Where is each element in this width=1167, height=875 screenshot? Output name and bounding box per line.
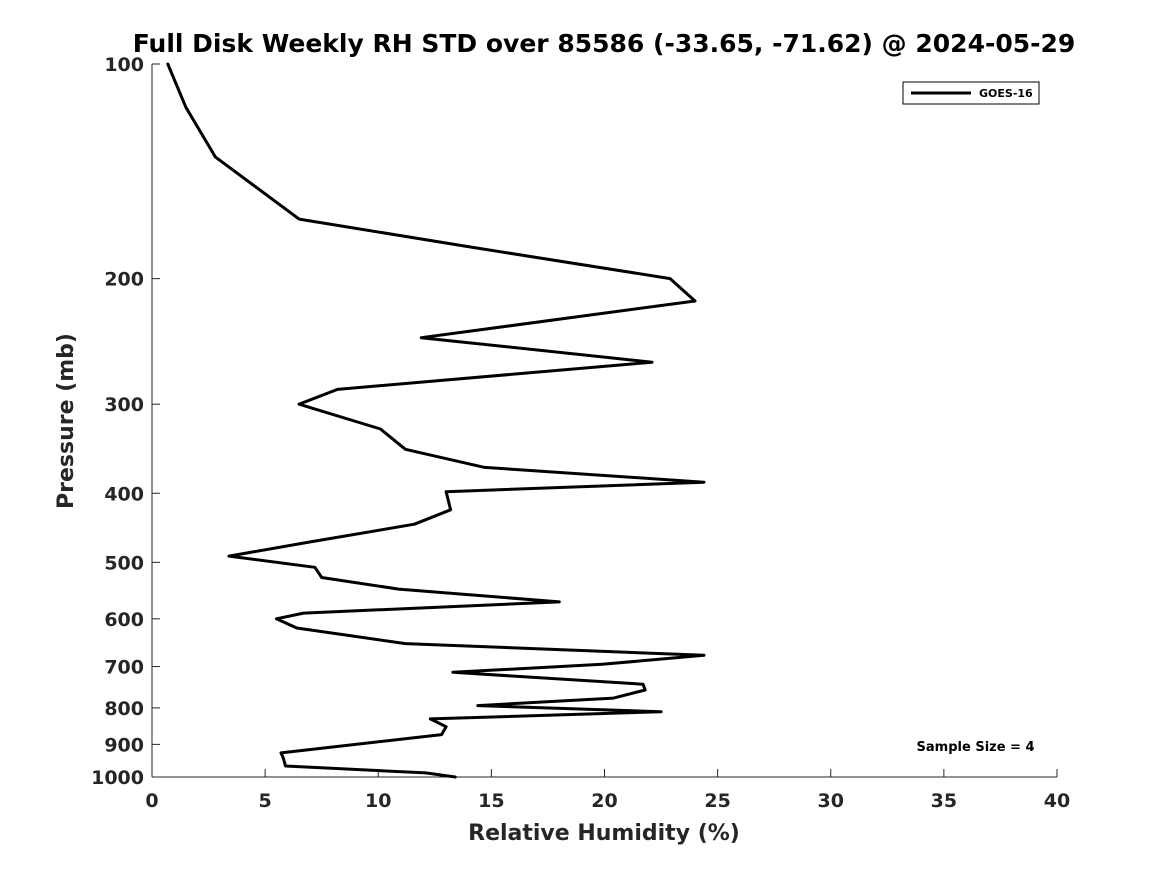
data-point	[295, 626, 298, 630]
x-axis-label: Relative Humidity (%)	[468, 821, 740, 846]
data-point	[413, 523, 416, 526]
data-point	[429, 717, 432, 721]
x-tick-label: 30	[818, 790, 844, 812]
data-point	[702, 654, 706, 657]
x-tick-label: 0	[145, 790, 158, 812]
data-point	[668, 277, 672, 280]
legend: GOES-16	[902, 81, 1040, 105]
data-point	[444, 725, 448, 728]
y-axis-label: Pressure (mb)	[54, 333, 79, 509]
data-point	[379, 427, 382, 431]
data-point	[444, 490, 448, 493]
data-point	[476, 704, 479, 707]
chart-title: Full Disk Weekly RH STD over 85586 (-33.…	[133, 29, 1076, 58]
data-point	[320, 576, 323, 579]
data-point	[214, 155, 217, 159]
data-point	[612, 696, 615, 700]
data-point	[336, 388, 339, 391]
data-point	[284, 764, 287, 768]
data-point	[451, 671, 455, 674]
data-point	[404, 448, 407, 451]
series-line-goes-16	[166, 62, 706, 779]
data-point	[463, 244, 466, 248]
data-point	[309, 540, 312, 544]
y-tick-label: 600	[104, 609, 144, 631]
x-tick-label: 35	[931, 790, 957, 812]
data-point	[297, 403, 301, 406]
y-tick-label: 300	[104, 394, 144, 416]
data-point	[166, 62, 169, 66]
data-point	[227, 554, 231, 558]
y-tick-label: 500	[104, 552, 144, 574]
x-tick-label: 40	[1044, 790, 1070, 812]
data-point	[483, 466, 486, 469]
data-point	[659, 710, 663, 713]
x-tick-label: 25	[704, 790, 730, 812]
data-point	[702, 481, 706, 484]
data-point	[404, 642, 407, 645]
data-point	[297, 217, 301, 221]
y-tick-label: 900	[104, 734, 144, 756]
data-point	[424, 771, 427, 775]
x-tick-label: 15	[478, 790, 504, 812]
data-point	[282, 756, 285, 759]
data-point	[397, 587, 400, 591]
y-tick-label: 200	[104, 269, 144, 291]
data-point	[558, 600, 561, 604]
series-layer	[166, 62, 706, 779]
data-point	[693, 299, 697, 303]
data-point	[449, 508, 452, 511]
data-point	[184, 106, 188, 109]
data-point	[644, 688, 647, 692]
legend-label: GOES-16	[979, 87, 1033, 100]
data-point	[313, 566, 317, 569]
x-tick-label: 10	[365, 790, 391, 812]
x-tick-label: 5	[259, 790, 272, 812]
data-point	[650, 361, 654, 364]
sample-size-annotation: Sample Size = 4	[917, 740, 1035, 755]
data-point	[641, 683, 645, 686]
data-point	[275, 617, 278, 620]
data-point	[601, 663, 604, 666]
y-tick-label: 400	[104, 483, 144, 505]
data-point	[420, 336, 423, 339]
y-tick-label: 1000	[91, 767, 144, 789]
plot-background	[152, 64, 1057, 777]
data-point	[279, 751, 283, 755]
y-tick-label: 800	[104, 698, 144, 720]
axis-ticks: 0 5 10 15 20 25 30 35 40 100 200 300 400 500 600 700 800…	[91, 54, 1070, 812]
data-point	[440, 733, 443, 736]
data-point	[302, 611, 305, 615]
data-point	[454, 775, 457, 779]
y-tick-label: 700	[104, 657, 144, 679]
y-tick-label: 100	[104, 54, 144, 76]
x-tick-label: 20	[591, 790, 617, 812]
